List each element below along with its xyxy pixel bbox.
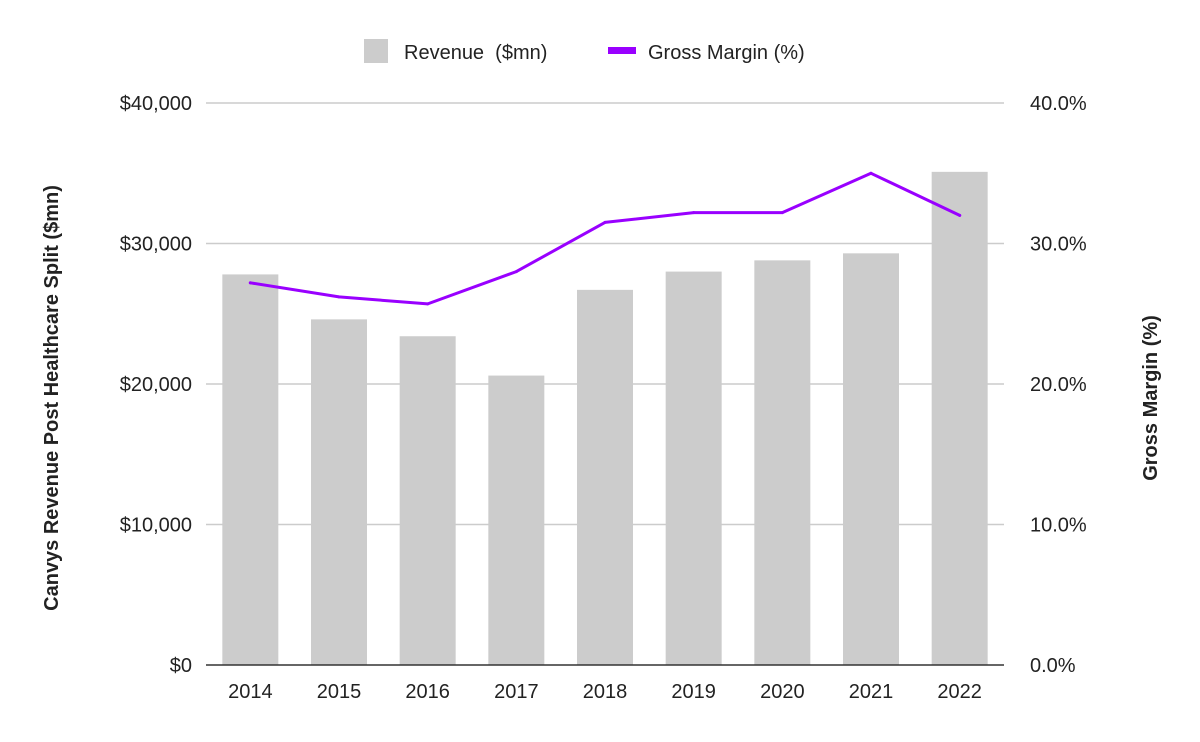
right-axis-title: Gross Margin (%): [1140, 315, 1162, 481]
gross-margin-point-2016: [426, 302, 430, 306]
x-axis-tick-labels: 2014 2015 2016 2017 2018 2019 2020 2021 2022: [228, 681, 982, 703]
legend-swatch-revenue: [364, 39, 388, 63]
left-axis-tick-label: $20,000: [120, 374, 192, 396]
x-axis-tick-label: 2018: [583, 681, 628, 703]
left-axis-tick-label: $0: [170, 655, 192, 677]
revenue-bar-2021: [843, 253, 899, 665]
gross-margin-point-2019: [692, 211, 696, 215]
revenue-bar-2019: [665, 271, 722, 665]
gross-margin-point-2017: [514, 270, 518, 274]
x-axis-tick-label: 2019: [671, 681, 716, 703]
left-axis-tick-label: $30,000: [120, 234, 192, 256]
revenue-bars: [222, 171, 988, 665]
left-axis-tick-labels: $0 $10,000 $20,000 $30,000 $40,000: [120, 93, 192, 677]
left-axis-tick-label: $40,000: [120, 93, 192, 115]
revenue-bar-2014: [222, 274, 279, 665]
gross-margin-point-2018: [603, 220, 607, 224]
gross-margin-line-layer: [248, 171, 962, 306]
gross-margin-point-2015: [337, 295, 341, 299]
right-axis-tick-label: 40.0%: [1030, 93, 1087, 115]
x-axis-tick-label: 2022: [937, 681, 982, 703]
x-axis-tick-label: 2017: [494, 681, 539, 703]
left-axis-tick-label: $10,000: [120, 515, 192, 537]
x-axis-tick-label: 2016: [405, 681, 450, 703]
revenue-bar-2017: [488, 375, 545, 665]
x-axis-tick-label: 2020: [760, 681, 805, 703]
right-axis-tick-label: 20.0%: [1030, 374, 1087, 396]
revenue-bar-2016: [399, 336, 456, 665]
left-axis-title: Canvys Revenue Post Healthcare Split ($m…: [41, 185, 63, 611]
legend-label-revenue: Revenue ($mn): [404, 42, 547, 64]
revenue-bar-2018: [577, 289, 633, 665]
legend-swatch-gross-margin: [608, 47, 636, 54]
x-axis-tick-label: 2021: [849, 681, 894, 703]
right-axis-tick-label: 0.0%: [1030, 655, 1076, 677]
gross-margin-point-2014: [248, 281, 252, 285]
right-axis-tick-label: 10.0%: [1030, 515, 1087, 537]
x-axis-tick-label: 2014: [228, 681, 273, 703]
revenue-bar-2022: [931, 171, 988, 665]
x-axis-tick-label: 2015: [317, 681, 362, 703]
gross-margin-point-2021: [869, 171, 873, 175]
gross-margin-point-2022: [958, 213, 962, 217]
gross-margin-point-2020: [780, 211, 784, 215]
right-axis-tick-label: 30.0%: [1030, 234, 1087, 256]
legend: Revenue ($mn) Gross Margin (%): [364, 39, 805, 64]
legend-label-gross-margin: Gross Margin (%): [648, 42, 805, 64]
revenue-bar-2015: [311, 319, 367, 665]
revenue-bar-2020: [754, 260, 811, 665]
right-axis-tick-labels: 0.0% 10.0% 20.0% 30.0% 40.0%: [1030, 93, 1087, 677]
